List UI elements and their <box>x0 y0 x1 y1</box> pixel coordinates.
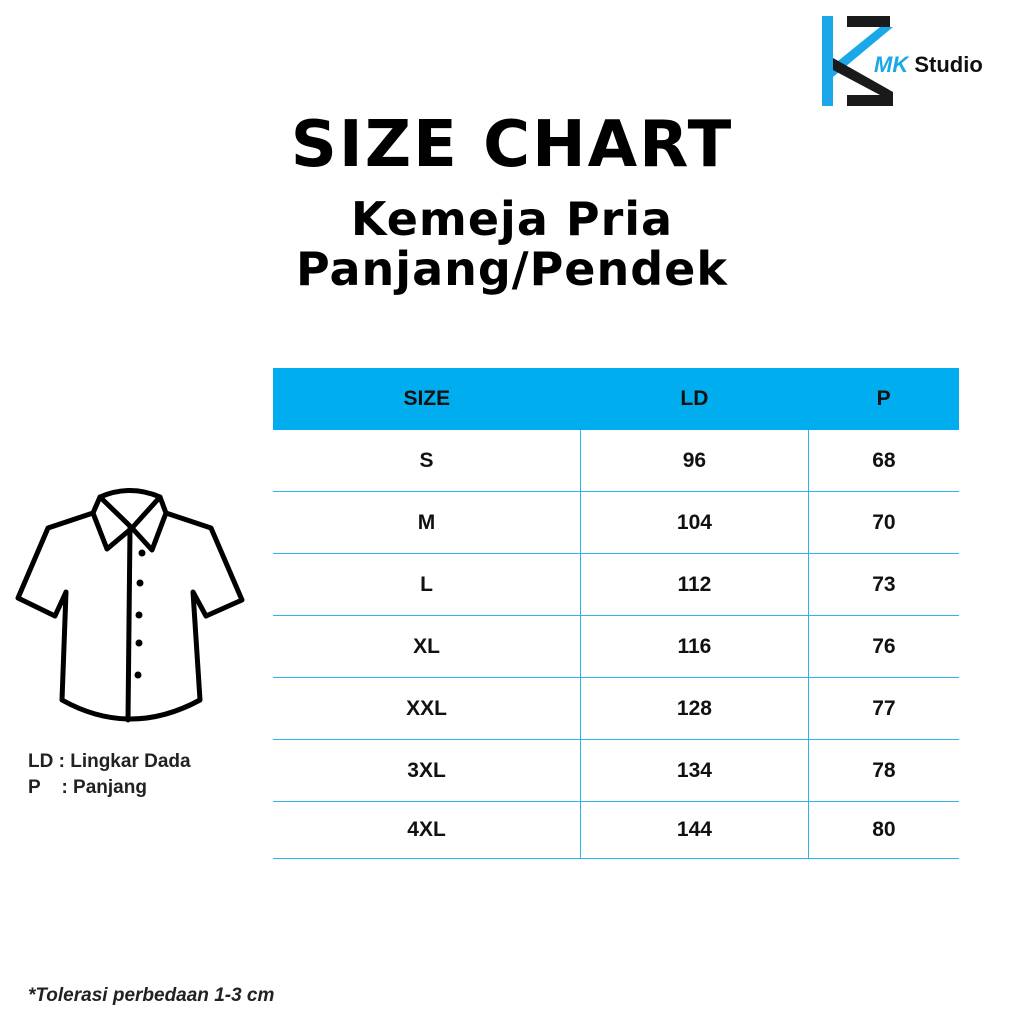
table-row: 3XL 134 78 <box>273 739 959 802</box>
cell-ld: 116 <box>580 615 809 678</box>
cell-ld: 96 <box>580 430 809 492</box>
page-title: SIZE CHART <box>290 108 734 182</box>
cell-size: S <box>273 430 581 492</box>
tolerance-note: *Tolerasi perbedaan 1-3 cm <box>28 985 275 1006</box>
table-row: S 96 68 <box>273 430 959 492</box>
subtitle-line2: Panjang/Pendek <box>296 242 728 296</box>
table-row: XL 116 76 <box>273 615 959 678</box>
header-ld: LD <box>580 368 809 430</box>
cell-ld: 134 <box>580 739 809 802</box>
cell-p: 70 <box>807 491 959 554</box>
cell-p: 76 <box>807 615 959 678</box>
header-size: SIZE <box>273 368 581 430</box>
cell-ld: 144 <box>580 801 809 859</box>
cell-size: 3XL <box>273 739 581 802</box>
cell-p: 80 <box>807 801 959 859</box>
cell-ld: 112 <box>580 553 809 616</box>
header-p: P <box>808 368 959 430</box>
table-row: M 104 70 <box>273 491 959 554</box>
logo-text: MK Studio <box>874 52 983 77</box>
table-row: 4XL 144 80 <box>273 801 959 859</box>
cell-ld: 128 <box>580 677 809 740</box>
shirt-icon <box>15 488 245 723</box>
table-row: L 112 73 <box>273 553 959 616</box>
cell-p: 68 <box>807 430 959 492</box>
subtitle-line1: Kemeja Pria <box>350 192 674 246</box>
cell-size: M <box>273 491 581 554</box>
legend-p: P : Panjang <box>28 777 147 798</box>
cell-size: XXL <box>273 677 581 740</box>
cell-p: 73 <box>807 553 959 616</box>
table-header: SIZE LD P <box>273 368 959 430</box>
size-table: SIZE LD P S 96 68 M 104 70 L 112 73 XL 116 76 XXL 128… <box>273 368 959 859</box>
cell-size: 4XL <box>273 801 581 859</box>
cell-ld: 104 <box>580 491 809 554</box>
table-row: XXL 128 77 <box>273 677 959 740</box>
cell-size: L <box>273 553 581 616</box>
cell-p: 77 <box>807 677 959 740</box>
cell-size: XL <box>273 615 581 678</box>
legend-ld: LD : Lingkar Dada <box>28 751 191 772</box>
logo: MK Studio <box>820 14 1020 109</box>
cell-p: 78 <box>807 739 959 802</box>
